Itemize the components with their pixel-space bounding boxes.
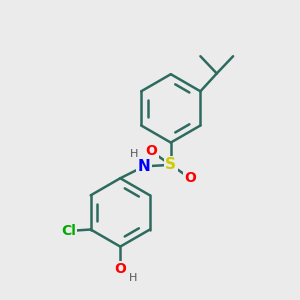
Text: H: H — [129, 273, 137, 283]
Text: S: S — [165, 158, 176, 172]
Text: O: O — [146, 145, 158, 158]
Text: Cl: Cl — [61, 224, 76, 238]
Text: O: O — [184, 171, 196, 185]
Text: H: H — [130, 149, 139, 160]
Text: O: O — [114, 262, 126, 276]
Text: N: N — [138, 159, 150, 174]
